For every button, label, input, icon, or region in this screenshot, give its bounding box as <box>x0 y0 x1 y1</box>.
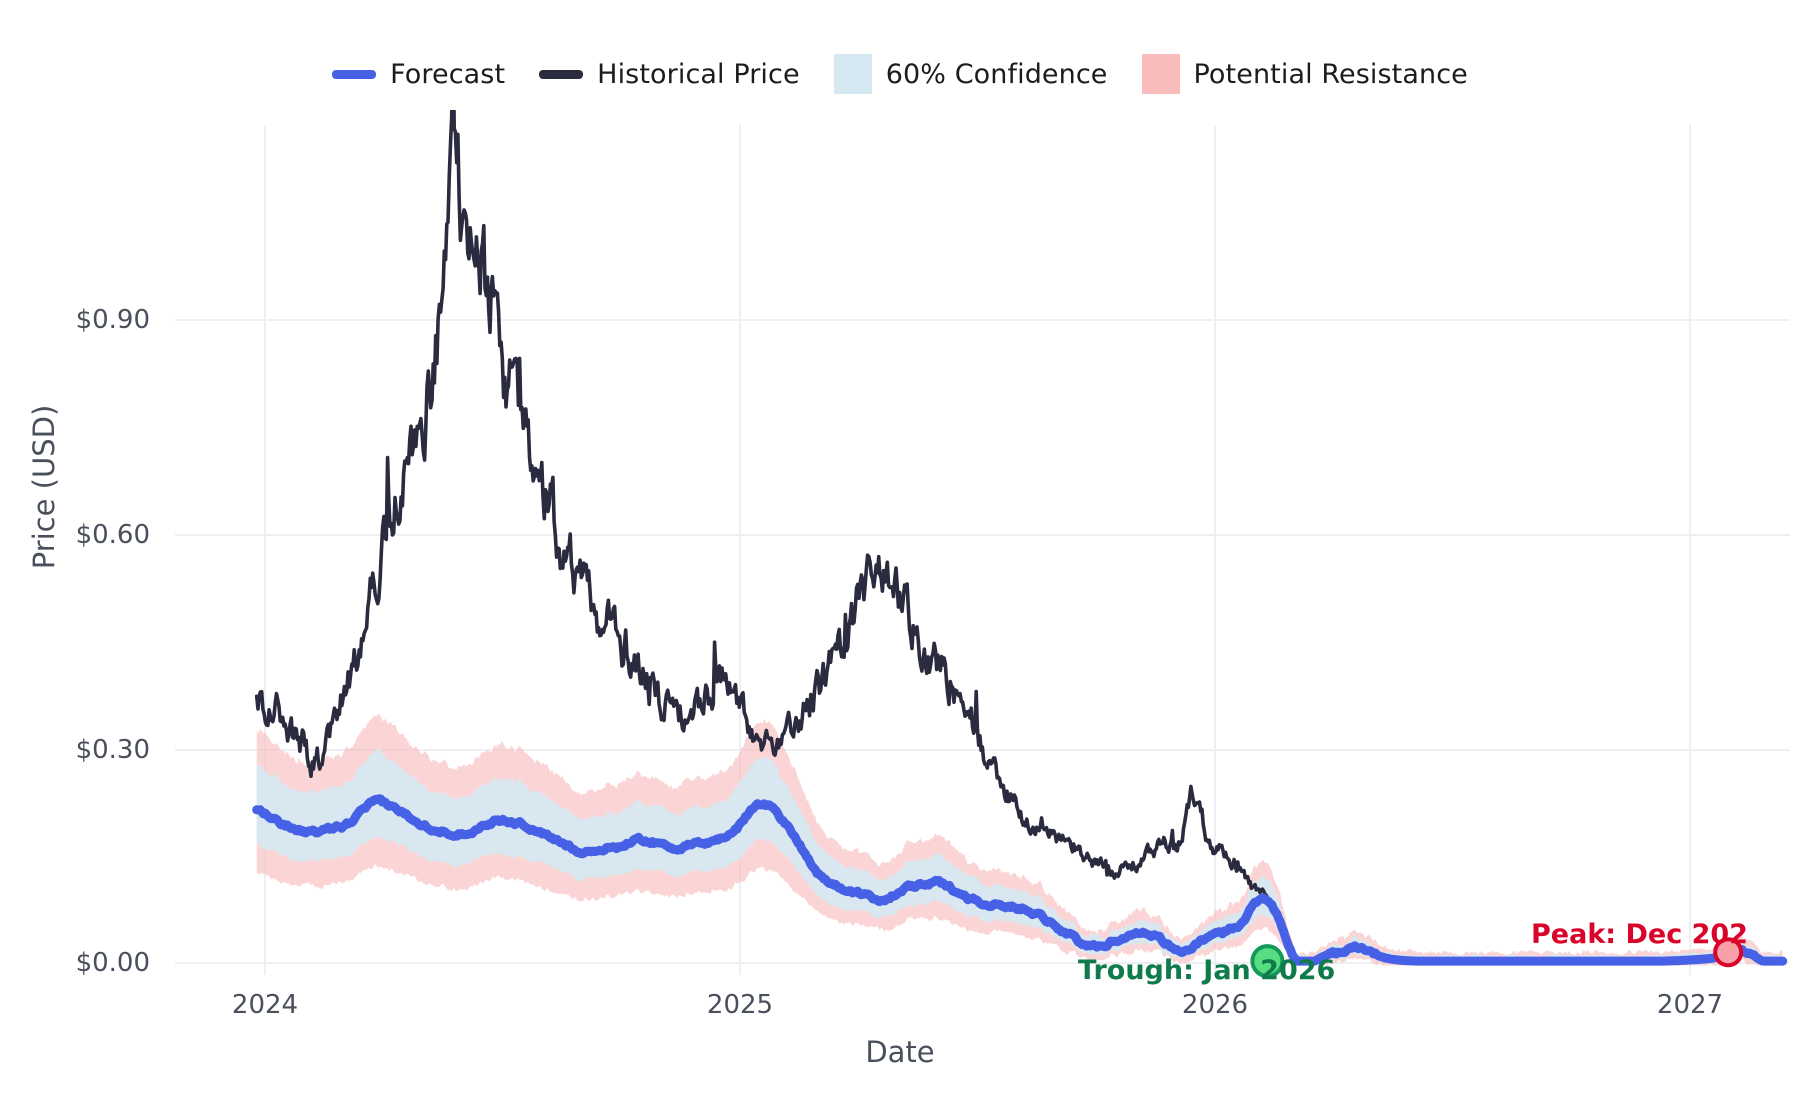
peak-marker <box>1713 937 1744 968</box>
trough-annotation-label: Trough: Jan 2026 <box>1078 955 1336 986</box>
x-tick-2027: 2027 <box>1656 990 1724 1020</box>
legend-item-resistance[interactable]: Potential Resistance <box>1141 54 1468 94</box>
legend-label-forecast: Forecast <box>390 58 506 90</box>
chart-legend: Forecast Historical Price 60% Confidence… <box>0 52 1800 96</box>
x-axis-title: Date <box>865 1035 935 1069</box>
historical-price-line <box>254 110 1270 900</box>
y-axis-tick-labels: $0.90 $0.60 $0.30 $0.00 <box>0 0 150 1100</box>
historical-line-swatch-icon <box>539 69 584 79</box>
legend-item-forecast[interactable]: Forecast <box>332 59 505 90</box>
resistance-band-swatch-icon <box>1141 54 1180 94</box>
y-tick-0.00: $0.00 <box>75 948 150 978</box>
y-tick-0.60: $0.60 <box>75 520 150 550</box>
legend-label-historical-price: Historical Price <box>597 58 800 90</box>
x-tick-2026: 2026 <box>1181 990 1249 1020</box>
trough-marker <box>1250 944 1285 979</box>
x-tick-2024: 2024 <box>231 990 299 1020</box>
legend-item-confidence[interactable]: 60% Confidence <box>833 54 1108 94</box>
forecast-line-swatch-icon <box>332 69 377 79</box>
resistance-band <box>256 713 1783 966</box>
y-tick-0.90: $0.90 <box>75 305 150 335</box>
confidence-band <box>256 748 1783 966</box>
peak-annotation-label: Peak: Dec 202 <box>1531 919 1748 950</box>
legend-label-resistance: Potential Resistance <box>1193 58 1468 90</box>
confidence-band-swatch-icon <box>833 54 872 94</box>
legend-label-confidence: 60% Confidence <box>885 58 1108 90</box>
legend-item-historical-price[interactable]: Historical Price <box>539 59 800 90</box>
annotation-markers <box>1250 937 1744 979</box>
x-tick-2025: 2025 <box>706 990 774 1020</box>
forecast-line <box>252 794 1788 966</box>
y-tick-0.30: $0.30 <box>75 735 150 765</box>
